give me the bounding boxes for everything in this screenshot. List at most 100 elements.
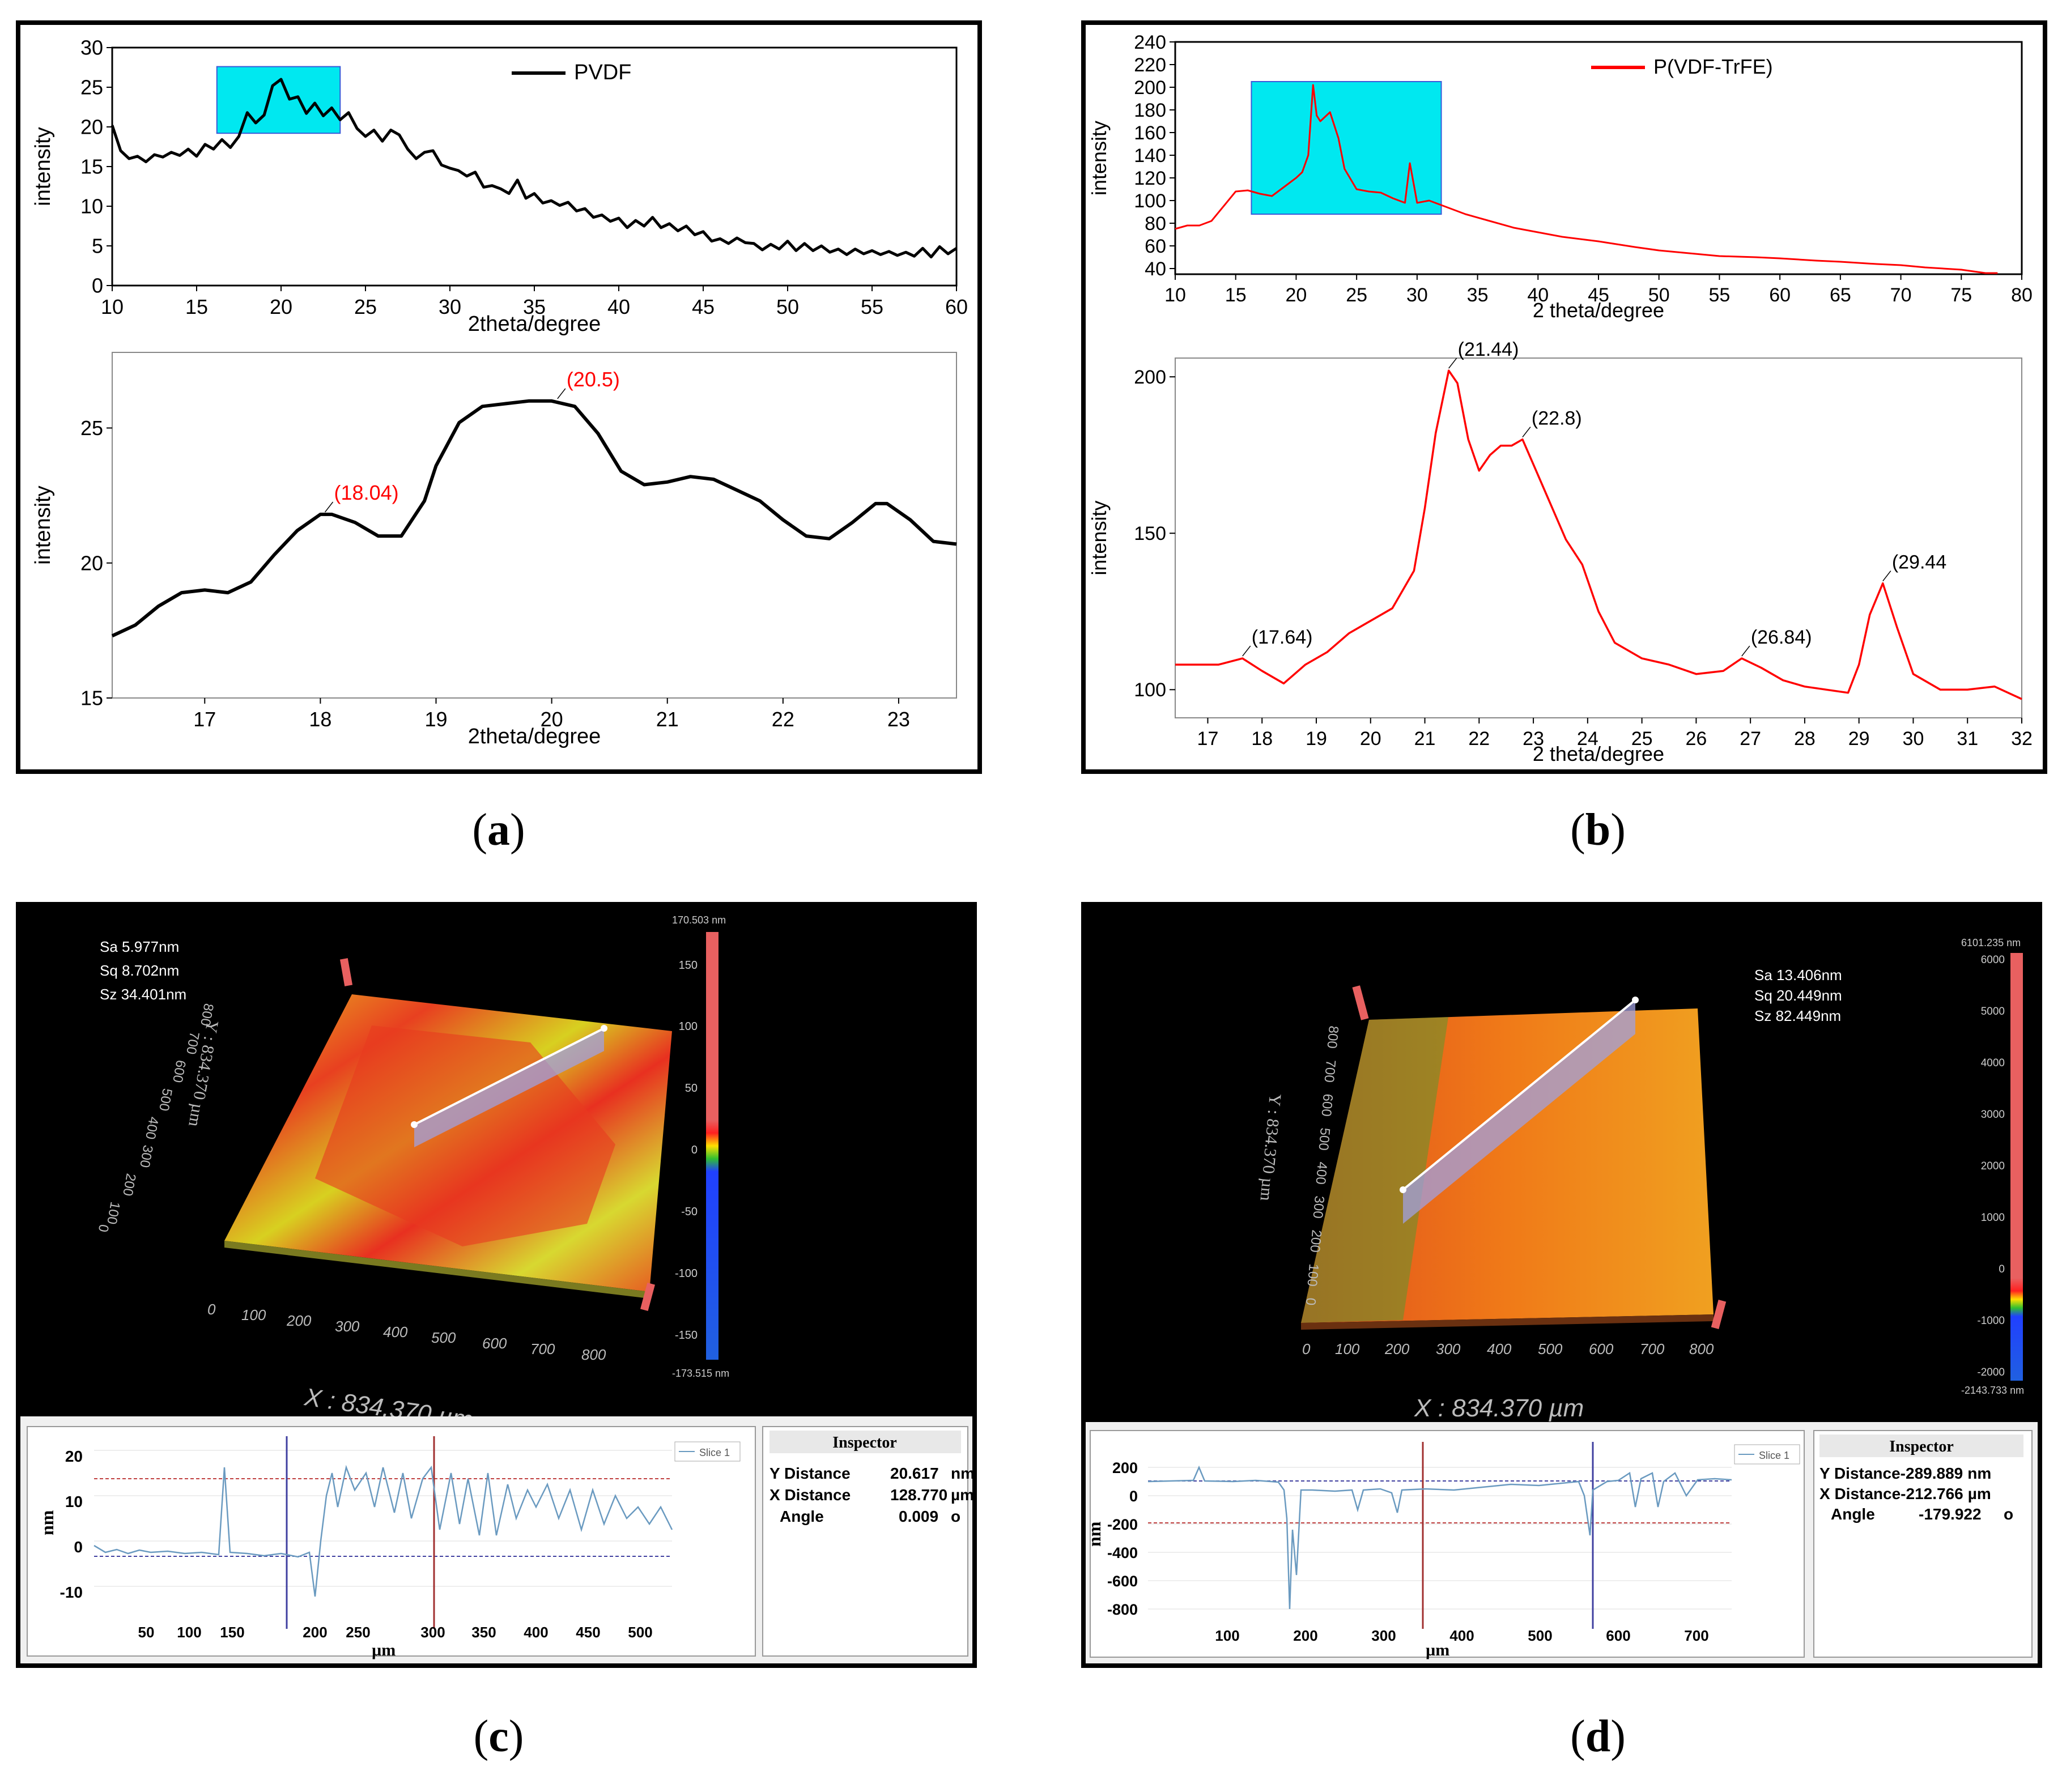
x-tick-label: 30 bbox=[1406, 284, 1428, 306]
stat-sz: Sz 34.401nm bbox=[100, 986, 186, 1003]
x-tick: 100 bbox=[1335, 1340, 1360, 1357]
y-tick-label: 200 bbox=[1134, 77, 1166, 99]
x-tick-label: 28 bbox=[1794, 728, 1816, 750]
x-tick-label: 40 bbox=[1527, 284, 1549, 306]
axis-marker-top[interactable] bbox=[339, 958, 353, 986]
x-tick-label: 35 bbox=[1467, 284, 1489, 306]
colorbar-tick: 0 bbox=[1999, 1263, 2005, 1275]
y-axis-label: intensity bbox=[31, 486, 55, 564]
y-tick-label: 20 bbox=[80, 551, 103, 574]
slice-start-handle[interactable] bbox=[411, 1121, 418, 1128]
x-tick-label: 50 bbox=[776, 295, 799, 318]
stat-sz: Sz 82.449nm bbox=[1754, 1007, 1841, 1024]
plot-frame bbox=[112, 352, 957, 699]
annotation-label: (22.8) bbox=[1532, 408, 1582, 429]
profile-ylabel: nm bbox=[1086, 1521, 1104, 1547]
slice-end-handle[interactable] bbox=[1632, 997, 1639, 1003]
y-tick-label: 240 bbox=[1134, 32, 1166, 53]
inspector-panel bbox=[762, 1426, 968, 1657]
slice-end-handle[interactable] bbox=[601, 1025, 607, 1032]
y-tick: 500 bbox=[1316, 1127, 1333, 1151]
panel-b: 10 15 20 25 30 35 40 45 50 55 60 65 70 75 80 40 60 80 100 1… bbox=[1081, 20, 2047, 774]
surface-3d bbox=[1301, 1008, 1714, 1323]
y-tick-label: 20 bbox=[80, 116, 103, 139]
legend-label: P(VDF-TrFE) bbox=[1653, 55, 1773, 78]
profile-xtick: 500 bbox=[628, 1624, 652, 1641]
annotation-label: (26.84) bbox=[1751, 627, 1812, 648]
profile-xtick: 500 bbox=[1528, 1627, 1552, 1644]
y-tick-label: 120 bbox=[1134, 168, 1166, 189]
profile-xtick: 100 bbox=[177, 1624, 201, 1641]
y-tick-label: 15 bbox=[80, 155, 103, 178]
x-tick: 600 bbox=[1589, 1340, 1614, 1357]
x-tick-label: 24 bbox=[1577, 728, 1598, 750]
colorbar-tick: 1000 bbox=[1981, 1212, 2005, 1224]
colorbar-tick: 100 bbox=[679, 1020, 698, 1033]
x-tick-label: 22 bbox=[1468, 728, 1490, 750]
axis-marker-top[interactable] bbox=[1352, 985, 1369, 1020]
x-tick-label: 20 bbox=[270, 295, 292, 318]
y-tick-label: 30 bbox=[80, 36, 103, 59]
stat-sq: Sq 8.702nm bbox=[100, 962, 179, 979]
x-axis-label: 2 theta/degree bbox=[1533, 299, 1664, 322]
x-tick-label: 45 bbox=[692, 295, 715, 318]
profile-ytick: -800 bbox=[1107, 1601, 1138, 1618]
caption-d: (d) bbox=[1570, 1712, 1626, 1761]
panel-a-svg: 10 15 20 25 30 35 40 45 50 55 60 0 5 10 15 20 25 30 2theta… bbox=[31, 36, 968, 748]
plot-frame bbox=[1175, 357, 2022, 718]
y-tick-label: 180 bbox=[1134, 100, 1166, 121]
x-tick-label: 18 bbox=[1251, 728, 1273, 750]
profile-plot-frame bbox=[1090, 1430, 1805, 1658]
profile-xtick: 600 bbox=[1606, 1627, 1630, 1644]
y-tick-label: 140 bbox=[1134, 145, 1166, 167]
colorbar-tick: 0 bbox=[691, 1144, 698, 1156]
x-tick-label: 26 bbox=[1685, 728, 1707, 750]
x-tick-label: 23 bbox=[887, 708, 910, 731]
inspector-x-distance: X Distance-212.766 µm bbox=[1819, 1485, 1991, 1502]
axis-marker-right[interactable] bbox=[640, 1283, 655, 1311]
x-tick: 700 bbox=[1640, 1340, 1665, 1357]
x-tick-label: 17 bbox=[1197, 728, 1219, 750]
profile-legend-label: Slice 1 bbox=[699, 1447, 730, 1458]
x-tick-label: 19 bbox=[1306, 728, 1327, 750]
slice-start-handle[interactable] bbox=[1400, 1186, 1406, 1193]
x-tick-label: 23 bbox=[1523, 728, 1544, 750]
y-tick: 200 bbox=[120, 1172, 139, 1197]
axis-marker-right[interactable] bbox=[1711, 1300, 1727, 1329]
y-axis-label: intensity bbox=[31, 127, 55, 206]
y-tick-label: 0 bbox=[92, 274, 103, 297]
slice-line bbox=[1402, 999, 1636, 1191]
x-tick-label: 20 bbox=[541, 708, 563, 731]
colorbar-bottom-label: -173.515 nm bbox=[672, 1368, 729, 1379]
y-tick-label: 10 bbox=[80, 195, 103, 218]
x-tick-label: 50 bbox=[1648, 284, 1670, 306]
x-tick-label: 17 bbox=[193, 708, 216, 731]
b-bottom-series-line bbox=[1175, 369, 2022, 700]
panel-b-svg: 10 15 20 25 30 35 40 45 50 55 60 65 70 75 804060801001… bbox=[1087, 32, 2033, 765]
y-tick: 600 bbox=[169, 1059, 189, 1084]
x-tick: 100 bbox=[241, 1306, 266, 1323]
x-tick-label: 20 bbox=[1360, 728, 1381, 750]
inspector-angle: Angle 0.009 o bbox=[780, 1508, 960, 1525]
profile-xlabel: µm bbox=[1426, 1641, 1449, 1659]
y-tick: 400 bbox=[142, 1116, 161, 1140]
y-tick: 0 bbox=[95, 1223, 112, 1233]
x-tick-label: 27 bbox=[1740, 728, 1761, 750]
x-tick-label: 15 bbox=[1225, 284, 1247, 306]
y-tick-label: 100 bbox=[1134, 190, 1166, 212]
colorbar-tick: 3000 bbox=[1981, 1109, 2005, 1121]
profile-xtick: 150 bbox=[220, 1624, 244, 1641]
x-tick: 0 bbox=[207, 1301, 216, 1318]
colorbar-bottom-label: -2143.733 nm bbox=[1961, 1385, 2024, 1396]
profile-xtick: 400 bbox=[1449, 1627, 1474, 1644]
colorbar bbox=[2010, 953, 2023, 1381]
y-tick-label: 100 bbox=[1134, 679, 1166, 701]
b-bottom-chart: 17 18 19 20 21 22 23 24 25 26 27 28 29 30 31 32 100 150 20… bbox=[1087, 339, 2033, 765]
profile-ytick: -200 bbox=[1107, 1516, 1138, 1533]
profile-ytick: 20 bbox=[65, 1448, 83, 1465]
y-tick: 0 bbox=[1303, 1297, 1319, 1306]
y-tick-label: 60 bbox=[1145, 236, 1166, 257]
x-tick-label: 60 bbox=[945, 295, 968, 318]
a-bottom-chart: 17 18 19 20 21 22 23 15 20 25 2theta/degree intensi… bbox=[31, 352, 957, 748]
annotation-leader bbox=[1741, 645, 1750, 657]
